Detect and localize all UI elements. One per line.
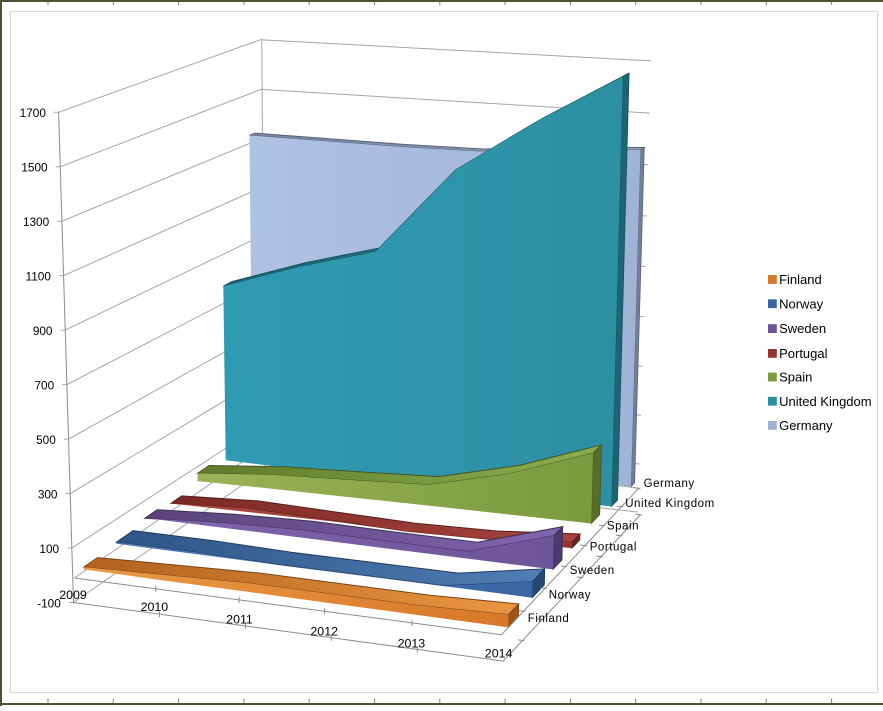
svg-text:Finland: Finland: [528, 613, 570, 625]
svg-text:2009: 2009: [59, 588, 87, 602]
svg-text:United Kingdom: United Kingdom: [779, 394, 872, 409]
svg-text:Germany: Germany: [644, 478, 695, 490]
svg-text:500: 500: [36, 433, 56, 447]
svg-text:Portugal: Portugal: [590, 542, 637, 554]
svg-text:2010: 2010: [141, 600, 169, 614]
svg-text:Sweden: Sweden: [779, 321, 826, 336]
svg-text:300: 300: [38, 488, 58, 502]
svg-text:Spain: Spain: [607, 520, 639, 532]
svg-text:2012: 2012: [310, 624, 338, 638]
svg-text:1500: 1500: [21, 161, 48, 175]
svg-text:Norway: Norway: [779, 296, 824, 311]
svg-text:100: 100: [39, 542, 59, 556]
svg-text:Spain: Spain: [779, 370, 812, 385]
svg-text:-100: -100: [37, 596, 61, 610]
svg-text:700: 700: [35, 379, 55, 393]
svg-text:Sweden: Sweden: [570, 565, 615, 577]
svg-text:2013: 2013: [398, 636, 426, 650]
svg-text:Germany: Germany: [779, 418, 833, 433]
svg-text:1300: 1300: [23, 215, 50, 229]
svg-text:Norway: Norway: [549, 589, 591, 601]
svg-text:Portugal: Portugal: [779, 346, 828, 361]
svg-text:United Kingdom: United Kingdom: [625, 498, 715, 510]
svg-text:900: 900: [33, 324, 53, 338]
svg-text:1100: 1100: [26, 270, 52, 284]
svg-text:Finland: Finland: [779, 272, 822, 287]
svg-text:2014: 2014: [485, 647, 513, 661]
svg-text:1700: 1700: [20, 106, 47, 120]
svg-text:2011: 2011: [226, 613, 253, 627]
